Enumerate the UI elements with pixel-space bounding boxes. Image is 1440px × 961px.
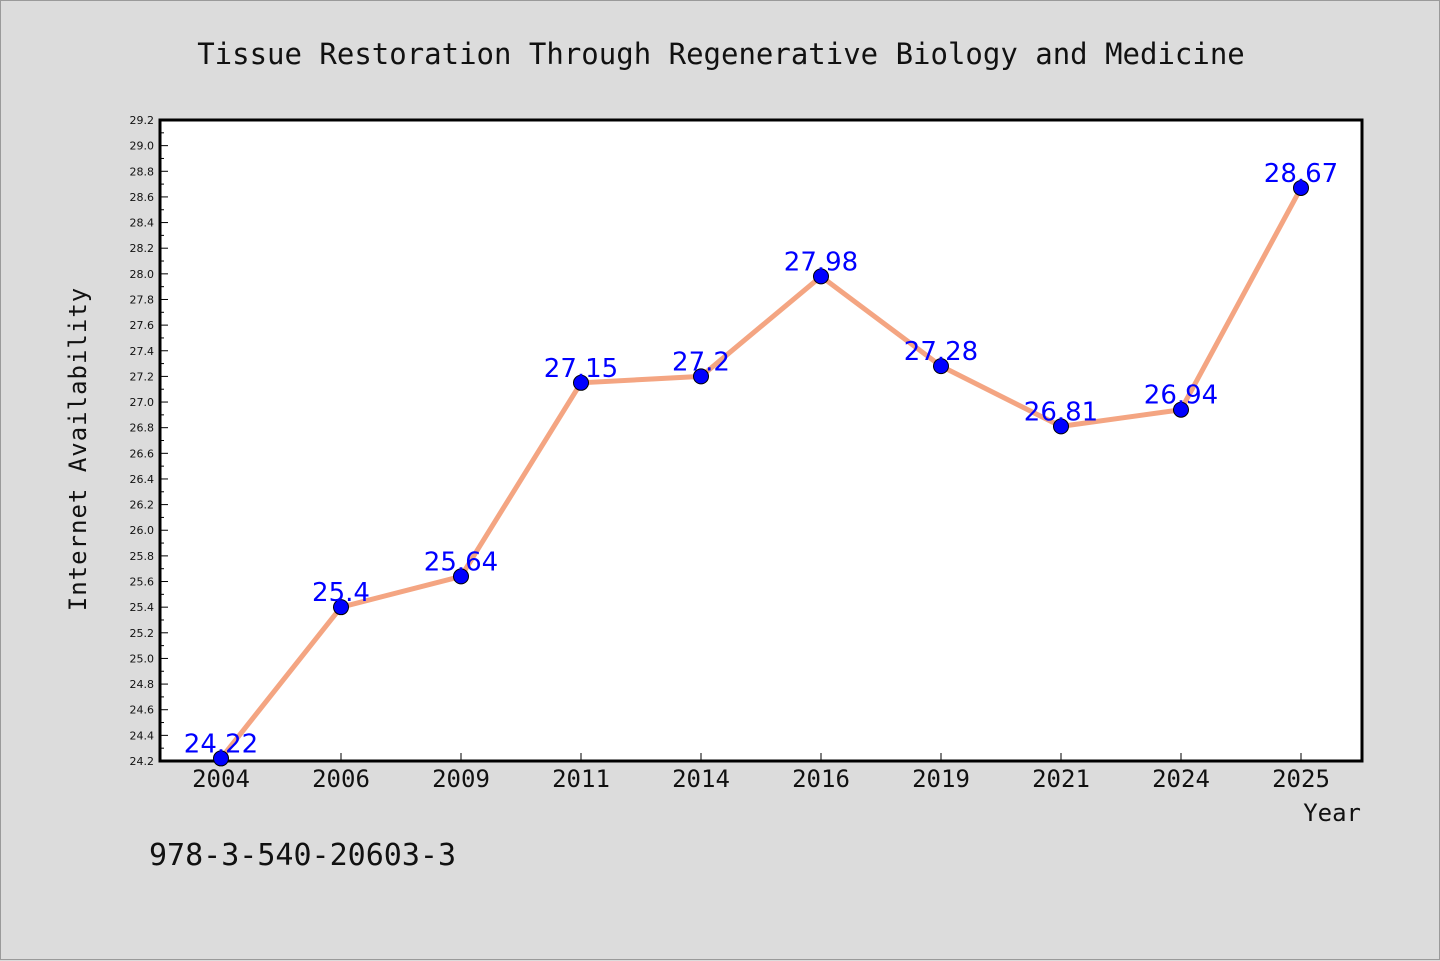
x-tick-label: 2006 (312, 765, 370, 793)
x-tick-label: 2014 (672, 765, 730, 793)
data-label: 27.15 (544, 354, 618, 384)
series-line (218, 185, 1304, 761)
x-tick-label: 2021 (1032, 765, 1090, 793)
x-tick-label: 2009 (432, 765, 490, 793)
x-tick-label: 2004 (192, 765, 250, 793)
data-point (1293, 179, 1309, 196)
data-point (813, 268, 829, 285)
data-label: 27.98 (784, 247, 858, 277)
data-label: 25.64 (424, 547, 498, 577)
data-point (573, 374, 589, 391)
isbn-text: 978-3-540-20603-3 (149, 838, 456, 873)
y-tick-label: 27.2 (130, 370, 155, 383)
y-tick-label: 28.6 (130, 191, 155, 204)
data-label: 24.22 (184, 729, 258, 759)
data-point (1173, 401, 1189, 418)
data-label: 26.81 (1024, 397, 1098, 427)
y-tick-label: 26.2 (130, 499, 155, 512)
y-tick-label: 28.2 (130, 242, 155, 255)
x-tick-label: 2016 (792, 765, 850, 793)
x-tick-label: 2025 (1272, 765, 1330, 793)
y-tick-label: 25.8 (130, 550, 155, 563)
series-layer: 24.22 25.4 25.64 27.15 27.2 27.98 27.28 26.81 26… (184, 159, 1338, 767)
data-label: 28.67 (1264, 159, 1338, 189)
x-axis-label: Year (1303, 799, 1361, 827)
y-tick-label: 26.0 (130, 524, 155, 537)
chart-title: Tissue Restoration Through Regenerative … (197, 37, 1245, 71)
y-tick-label: 28.0 (130, 268, 155, 281)
plot-area (158, 118, 1364, 763)
y-tick-label: 25.4 (130, 601, 155, 614)
y-tick-label: 27.0 (130, 396, 155, 409)
y-tick-label: 25.0 (130, 652, 155, 665)
y-tick-label: 29.0 (130, 140, 155, 153)
data-point (333, 599, 349, 616)
data-point (933, 358, 949, 375)
y-tick-label: 24.2 (130, 755, 155, 768)
y-tick-label: 25.2 (130, 627, 155, 640)
y-tick-label: 28.4 (130, 217, 155, 230)
y-tick-label: 24.6 (130, 704, 155, 717)
y-tick-label: 24.4 (130, 729, 155, 742)
data-label: 27.28 (904, 337, 978, 367)
x-tick-label: 2019 (912, 765, 970, 793)
x-axis: 2004 2006 2009 2011 2014 2016 2019 2021 2024 2025 (192, 753, 1330, 793)
y-tick-label: 27.6 (130, 319, 155, 332)
data-point (1053, 418, 1069, 435)
x-tick-label: 2024 (1152, 765, 1210, 793)
y-tick-label: 27.4 (130, 345, 155, 358)
y-tick-label: 24.8 (130, 678, 155, 691)
y-tick-label: 29.2 (130, 114, 155, 127)
data-point (213, 750, 229, 767)
y-tick-label: 26.8 (130, 422, 155, 435)
y-tick-label: 28.8 (130, 165, 155, 178)
y-axis: 24.2 24.4 24.6 24.8 25.0 25.2 25.4 25.6 25.8 26.0… (130, 114, 168, 768)
x-tick-label: 2011 (552, 765, 610, 793)
data-label: 27.2 (672, 347, 730, 377)
data-label: 26.94 (1144, 381, 1218, 411)
y-tick-label: 27.8 (130, 293, 155, 306)
data-point (453, 568, 469, 585)
y-tick-label: 26.4 (130, 473, 155, 486)
y-tick-label: 26.6 (130, 447, 155, 460)
y-axis-label: Internet Availability (64, 287, 92, 611)
data-point (693, 368, 709, 385)
data-label: 25.4 (312, 578, 370, 608)
y-tick-label: 25.6 (130, 576, 155, 589)
